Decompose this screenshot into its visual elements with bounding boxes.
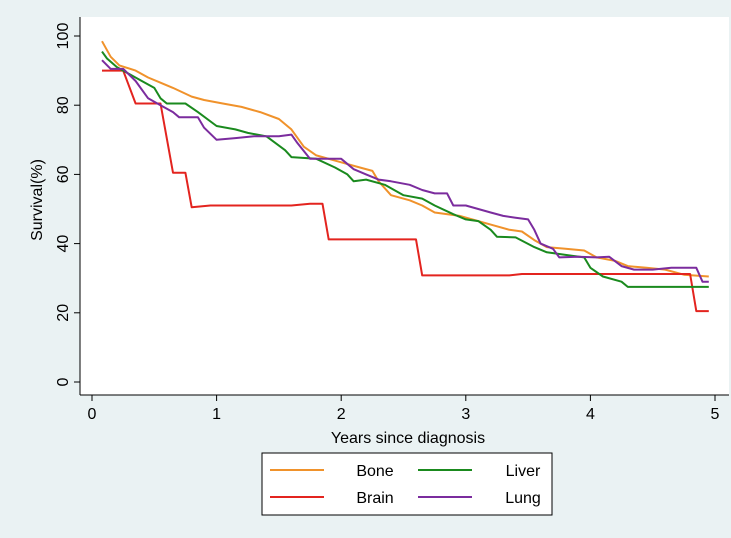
y-tick-label: 0: [55, 377, 72, 386]
series-line-brain: [102, 69, 709, 313]
x-tick-label: 3: [461, 406, 470, 423]
y-tick-label: 80: [55, 96, 72, 114]
y-tick-label: 100: [55, 23, 72, 50]
series-layer: [101, 40, 709, 313]
plot-area: [80, 17, 729, 395]
x-tick-label: 4: [586, 406, 595, 423]
y-tick-label: 60: [55, 165, 72, 183]
series-line-lung: [101, 59, 709, 283]
x-tick-label: 1: [212, 406, 221, 423]
series-line-bone: [101, 40, 709, 278]
y-axis-label: Survival(%): [29, 159, 46, 241]
legend-label-liver: Liver: [506, 463, 541, 480]
x-axis-label: Years since diagnosis: [331, 430, 485, 447]
x-tick-label: 5: [711, 406, 720, 423]
legend-box: [261, 452, 553, 516]
x-tick-label: 0: [88, 406, 97, 423]
legend-label-brain: Brain: [356, 490, 393, 507]
x-tick-label: 2: [337, 406, 346, 423]
axes: 0 1 2 3 4 5 0 20 40 60 80 100: [55, 17, 729, 423]
legend-label-lung: Lung: [505, 490, 541, 507]
y-tick-label: 40: [55, 235, 72, 253]
legend: Bone Liver Brain Lung: [261, 452, 553, 516]
legend-label-bone: Bone: [356, 463, 393, 480]
y-tick-label: 20: [55, 304, 72, 322]
